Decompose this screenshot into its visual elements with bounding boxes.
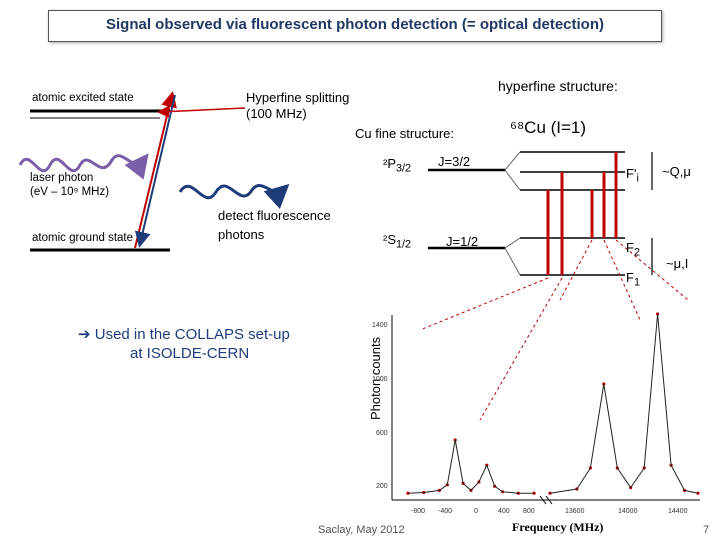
collaps-note-2: at ISOLDE-CERN xyxy=(130,345,250,362)
detect-label-1: detect fluorescence xyxy=(218,208,331,223)
hyperfine-label-1: Hyperfine splitting xyxy=(246,90,350,105)
footer-label: Saclay, May 2012 xyxy=(318,524,405,536)
fit-curve-left xyxy=(407,439,535,494)
y-tick-600: 600 xyxy=(376,430,388,437)
x-tick-m400: -400 xyxy=(438,508,453,515)
ground-state-label: atomic ground state xyxy=(32,232,134,244)
x-tick-800: 800 xyxy=(523,508,535,515)
excited-state-label: atomic excited state xyxy=(32,92,134,104)
j-lower-label: J=1/2 xyxy=(446,234,479,249)
lower-splitting-label: ~μ,I xyxy=(666,256,689,271)
laser-wave xyxy=(18,153,149,180)
x-tick-m800: -800 xyxy=(411,508,426,515)
fit-curve-right xyxy=(549,313,699,494)
s-state-label: ²S1/2 xyxy=(383,232,412,251)
x-tick-400: 400 xyxy=(498,508,510,515)
s-fan-top xyxy=(504,237,521,249)
upper-splitting-label: ~Q,μ xyxy=(662,164,691,179)
f-upper-label: F'i xyxy=(626,166,639,185)
p-state-label: ²P3/2 xyxy=(383,156,412,175)
fluorescence-wave xyxy=(178,183,290,210)
laser-label-1: laser photon xyxy=(30,172,94,184)
x-tick-14400: 14400 xyxy=(668,508,688,515)
x-tick-13600: 13600 xyxy=(565,508,585,515)
cu-fine-label: Cu fine structure: xyxy=(355,126,454,141)
p-fan-top xyxy=(504,151,521,171)
f2-label: F2 xyxy=(626,240,640,259)
axis-break-2 xyxy=(545,495,553,505)
emission-arrow xyxy=(134,94,176,248)
isotope-label: ⁶⁸Cu (I=1) xyxy=(510,118,587,137)
page-number: 7 xyxy=(703,524,710,536)
hyperfine-pointer xyxy=(157,105,246,118)
y-tick-1400: 1400 xyxy=(372,322,388,329)
collaps-note-1: ➔ Used in the COLLAPS set-up xyxy=(78,326,290,343)
f1-label: F1 xyxy=(626,270,640,289)
slide-title: Signal observed via fluorescent photon d… xyxy=(106,16,604,33)
laser-label-2: (eV – 10⁹ MHz) xyxy=(30,186,110,198)
x-tick-0: 0 xyxy=(474,508,478,515)
title-box: Signal observed via fluorescent photon d… xyxy=(48,10,662,42)
chart-x-label: Frequency (MHz) xyxy=(512,520,604,534)
p-fan-bottom xyxy=(504,169,521,191)
s-fan-bottom xyxy=(504,247,521,276)
y-tick-200: 200 xyxy=(376,483,388,490)
y-tick-1000: 1000 xyxy=(372,376,388,383)
axis-break-1 xyxy=(539,495,547,505)
chart-area xyxy=(391,312,700,505)
absorption-arrow xyxy=(134,91,177,249)
hf-structure-label: hyperfine structure: xyxy=(498,78,618,94)
x-tick-14000: 14000 xyxy=(618,508,638,515)
j-upper-label: J=3/2 xyxy=(438,154,471,169)
detect-label-2: photons xyxy=(218,227,265,242)
peak-connectors xyxy=(419,239,689,421)
hyperfine-label-2: (100 MHz) xyxy=(246,106,307,121)
